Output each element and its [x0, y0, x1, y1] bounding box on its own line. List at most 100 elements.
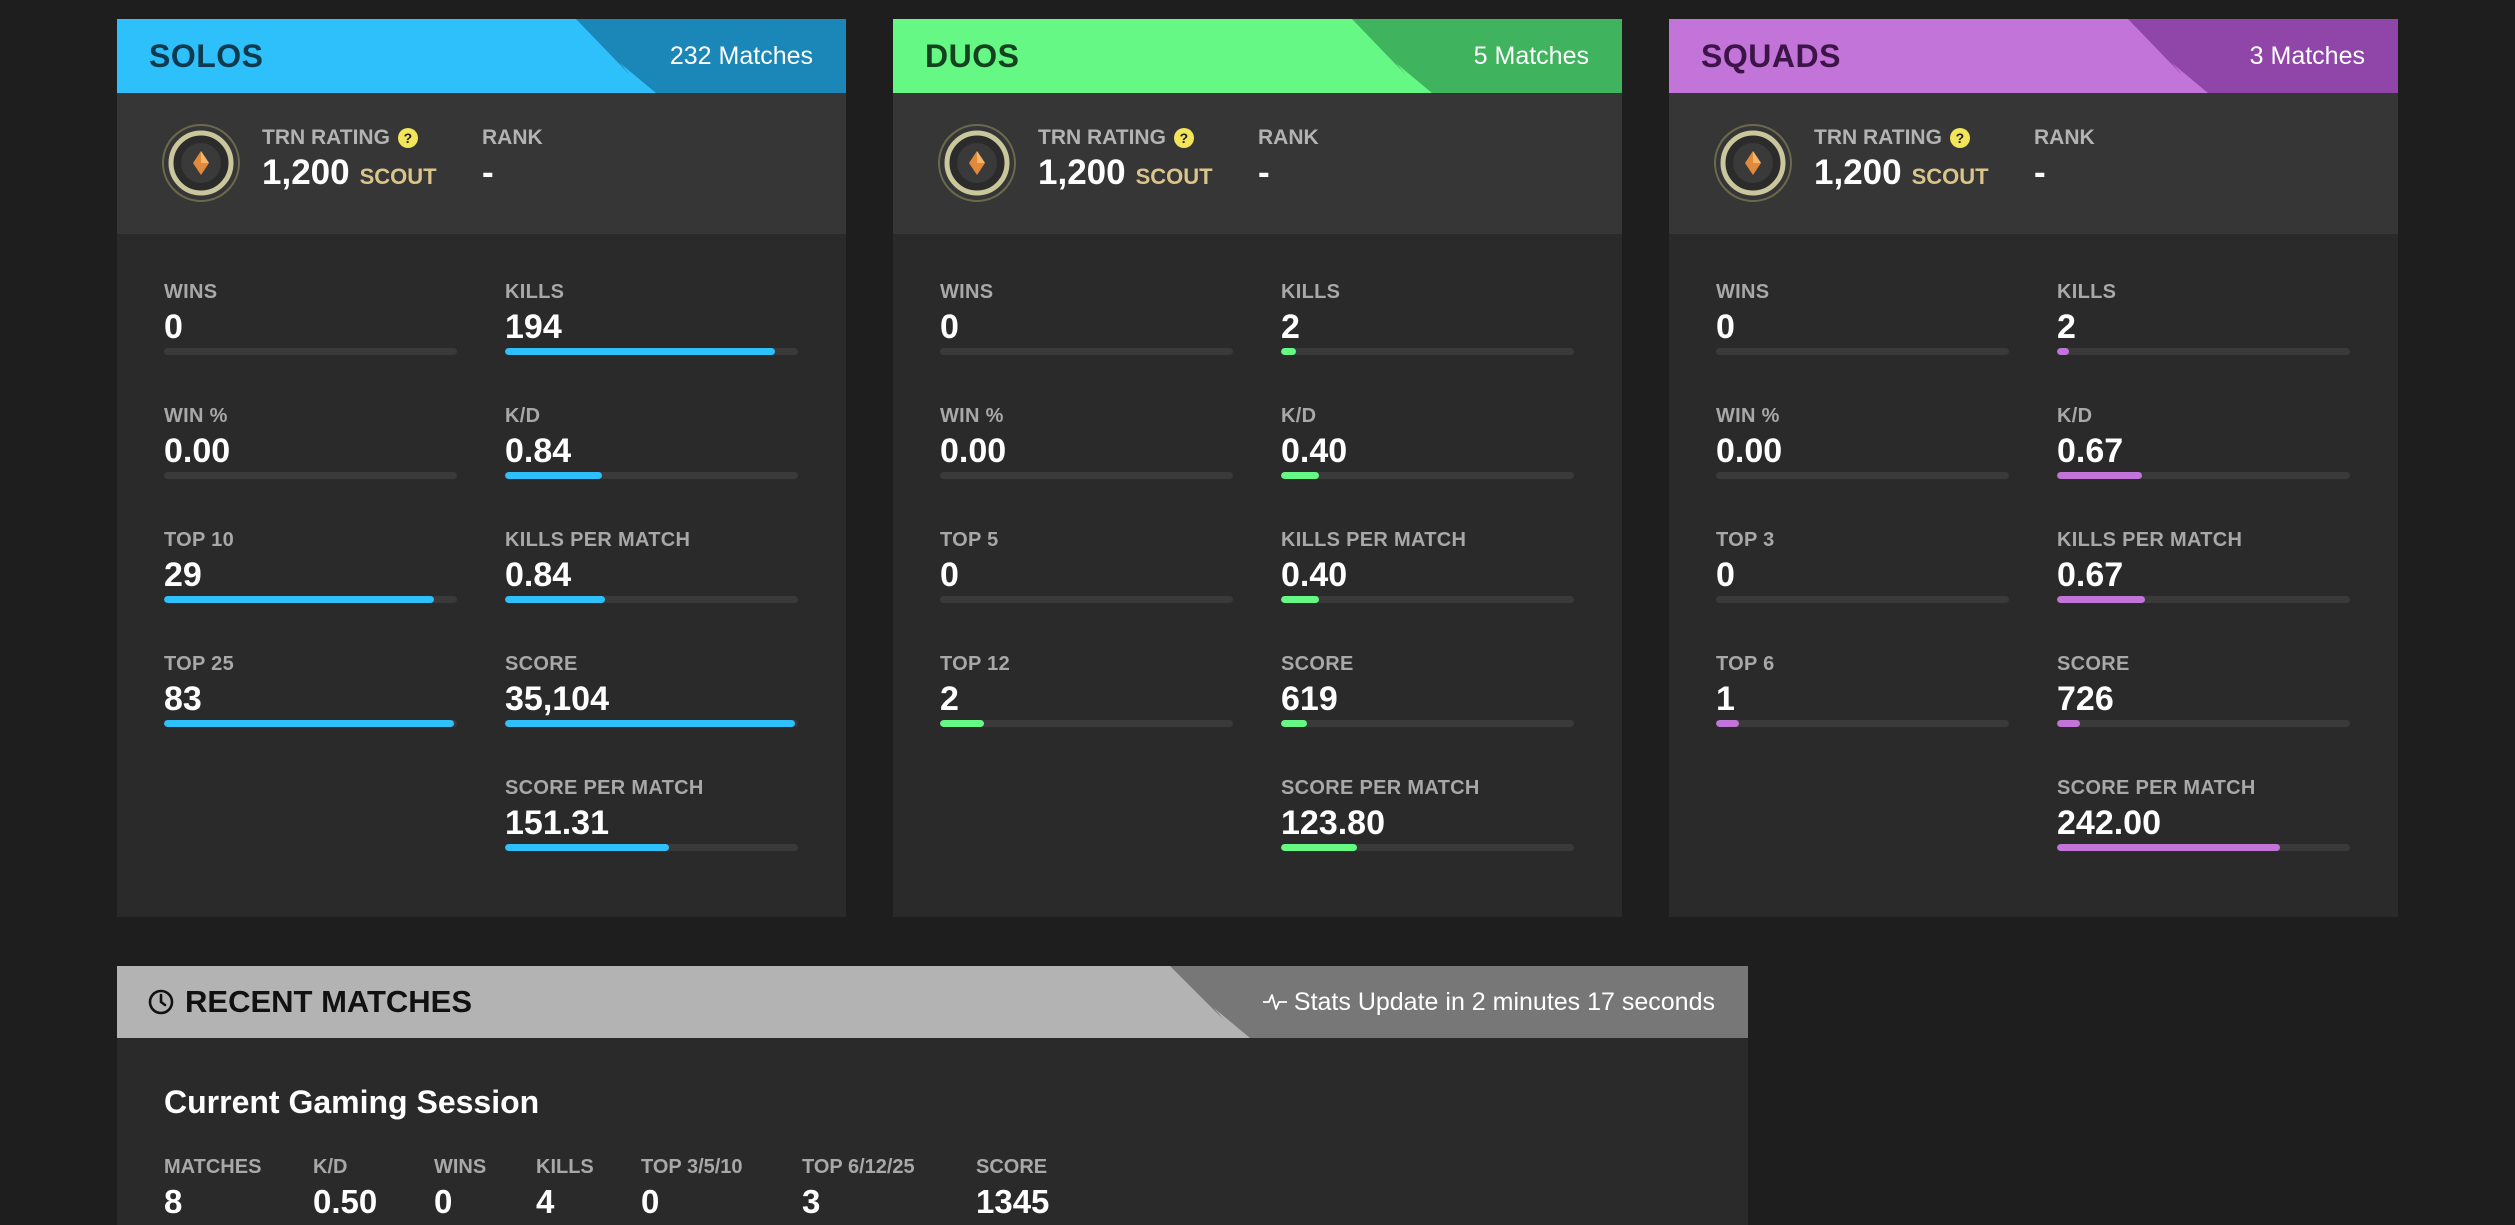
stat-label: K/D [2057, 405, 2093, 427]
stat-value: 0.84 [505, 432, 572, 470]
rank-value: - [482, 153, 494, 192]
rating-number: 1,200 [1814, 153, 1902, 192]
stat-kd: K/D 0.67 [2057, 405, 2350, 495]
stat-bar [2057, 472, 2350, 479]
stat-kills-per-match: KILLS PER MATCH 0.40 [1281, 529, 1574, 619]
stat-score: SCORE 619 [1281, 653, 1574, 743]
solos-card: SOLOS 232 Matches TRN RATING ? 1,200 SCOU… [117, 19, 846, 917]
stat-label: SCORE [505, 653, 578, 675]
rank-value: - [2034, 153, 2046, 192]
stat-bar [940, 720, 1233, 727]
session-stat-matches: MATCHES 8 [164, 1156, 261, 1221]
stat-bar [940, 348, 1233, 355]
stat-bar [2057, 596, 2350, 603]
stat-bar-fill [2057, 348, 2069, 355]
stat-bar [940, 472, 1233, 479]
stat-bar [505, 472, 798, 479]
stat-top-a: TOP 3 0 [1716, 529, 2009, 619]
session-stat-value: 8 [164, 1183, 183, 1220]
stat-bar-fill [2057, 720, 2081, 727]
stat-bar-fill [2057, 844, 2280, 851]
stat-label: WINS [940, 281, 994, 303]
stat-score-per-match: SCORE PER MATCH 242.00 [2057, 777, 2350, 867]
stat-bar-fill [1281, 844, 1358, 851]
stat-label: WIN % [940, 405, 1004, 427]
stat-label: TOP 5 [940, 529, 999, 551]
stat-label: TOP 3 [1716, 529, 1775, 551]
stat-value: 123.80 [1281, 804, 1385, 842]
card-header: SOLOS 232 Matches [117, 19, 846, 93]
stat-value: 151.31 [505, 804, 609, 842]
stat-bar [505, 844, 798, 851]
stat-kills-per-match: KILLS PER MATCH 0.67 [2057, 529, 2350, 619]
stat-bar [1281, 472, 1574, 479]
rating-tier: SCOUT [359, 164, 437, 189]
stat-label: TOP 25 [164, 653, 234, 675]
stat-bar-fill [1281, 348, 1296, 355]
rank-label: RANK [1258, 126, 1319, 149]
stat-bar-fill [2057, 596, 2145, 603]
stat-bar [1716, 348, 2009, 355]
card-header: DUOS 5 Matches [893, 19, 1622, 93]
card-header: SQUADS 3 Matches [1669, 19, 2398, 93]
stat-value: 2 [940, 680, 959, 718]
matches-count: 5 Matches [1473, 42, 1589, 70]
session-stat-kills: KILLS 4 [536, 1156, 594, 1221]
stat-label: K/D [1281, 405, 1317, 427]
recent-matches-title-text: RECENT MATCHES [185, 984, 473, 1019]
stat-label: TOP 6 [1716, 653, 1775, 675]
rating-value: 1,200 SCOUT [1814, 153, 1989, 193]
stat-value: 0.67 [2057, 556, 2124, 594]
rating-label: TRN RATING ? [1814, 126, 1970, 150]
stat-label: SCORE PER MATCH [2057, 777, 2256, 799]
stat-win-percent: WIN % 0.00 [1716, 405, 2009, 495]
card-title: DUOS [925, 38, 1020, 74]
stat-value: 0.40 [1281, 432, 1348, 470]
stat-wins: WINS 0 [1716, 281, 2009, 371]
rating-tier: SCOUT [1911, 164, 1989, 189]
help-icon[interactable]: ? [1949, 128, 1970, 148]
stat-bar-fill [1281, 596, 1320, 603]
stat-value: 2 [2057, 308, 2076, 346]
session-stat-label: TOP 6/12/25 [802, 1156, 915, 1178]
recent-matches-panel: RECENT MATCHES Stats Update in 2 minutes… [117, 966, 1748, 1225]
help-icon[interactable]: ? [1173, 128, 1194, 148]
recent-matches-header: RECENT MATCHES Stats Update in 2 minutes… [117, 966, 1748, 1038]
stat-bar [505, 596, 798, 603]
rating-number: 1,200 [262, 153, 350, 192]
stat-value: 0 [1716, 308, 1735, 346]
stat-bar [2057, 720, 2350, 727]
session-stat-label: TOP 3/5/10 [641, 1156, 743, 1178]
stat-label: SCORE [2057, 653, 2130, 675]
stat-kills: KILLS 194 [505, 281, 798, 371]
help-icon[interactable]: ? [397, 128, 418, 148]
stat-bar [1281, 348, 1574, 355]
stat-label: KILLS PER MATCH [1281, 529, 1467, 551]
session-title: Current Gaming Session [164, 1084, 540, 1120]
duos-card: DUOS 5 Matches TRN RATING ? 1,200 SCOUT R… [893, 19, 1622, 917]
stat-label: TOP 12 [940, 653, 1010, 675]
stat-bar [1281, 596, 1574, 603]
stat-kills: KILLS 2 [1281, 281, 1574, 371]
rating-badge-icon [938, 124, 1016, 202]
stat-top-b: TOP 12 2 [940, 653, 1233, 743]
stat-label: SCORE [1281, 653, 1354, 675]
stat-label: KILLS [505, 281, 565, 303]
stat-wins: WINS 0 [164, 281, 457, 371]
rating-badge-icon [162, 124, 240, 202]
rating-value: 1,200 SCOUT [262, 153, 437, 193]
stat-bar [164, 596, 457, 603]
stat-value: 0 [1716, 556, 1735, 594]
rank-value: - [1258, 153, 1270, 192]
stat-label: KILLS PER MATCH [2057, 529, 2243, 551]
stat-label: TOP 10 [164, 529, 234, 551]
session-stat-top-6-12-25: TOP 6/12/25 3 [802, 1156, 915, 1221]
clock-icon [148, 989, 174, 1015]
stat-bar-fill [505, 596, 605, 603]
session-stat-top-3-5-10: TOP 3/5/10 0 [641, 1156, 743, 1221]
recent-matches-title: RECENT MATCHES [147, 966, 472, 1038]
stat-bar [164, 720, 457, 727]
rating-number: 1,200 [1038, 153, 1126, 192]
stat-label: SCORE PER MATCH [505, 777, 704, 799]
stat-value: 1 [1716, 680, 1735, 718]
